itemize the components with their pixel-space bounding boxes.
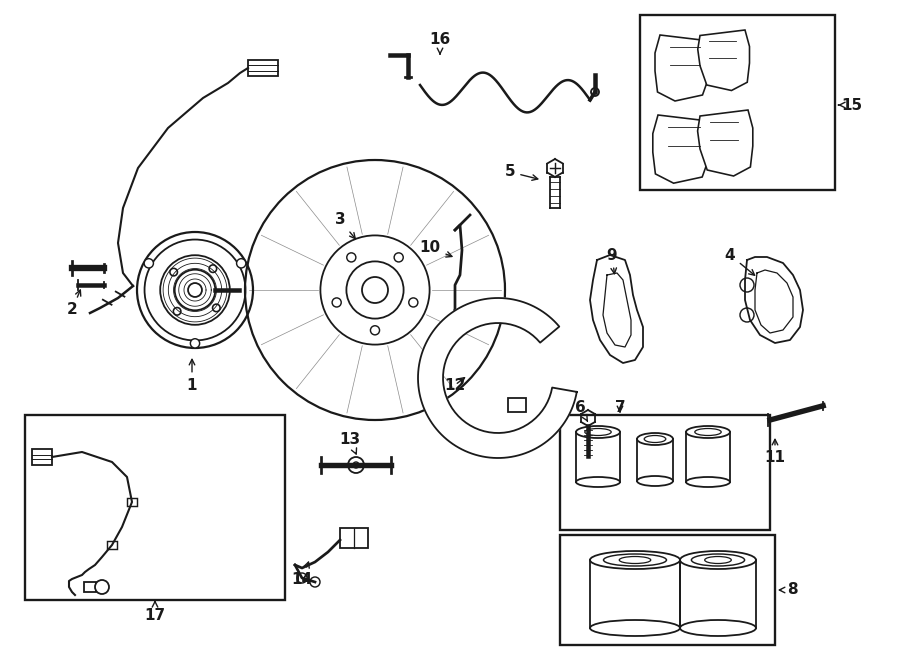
Circle shape: [191, 338, 200, 348]
Bar: [84, 582, 96, 592]
Ellipse shape: [680, 620, 756, 636]
Text: 13: 13: [339, 432, 361, 454]
Circle shape: [144, 258, 153, 268]
Ellipse shape: [686, 477, 730, 487]
Text: 11: 11: [764, 440, 786, 465]
Circle shape: [740, 308, 754, 322]
Text: 2: 2: [67, 290, 81, 317]
Circle shape: [237, 258, 246, 268]
Bar: [107, 541, 117, 549]
Ellipse shape: [691, 554, 744, 566]
Ellipse shape: [619, 557, 651, 563]
Text: 14: 14: [292, 562, 312, 588]
Bar: [508, 398, 526, 412]
Text: 17: 17: [144, 602, 166, 623]
Text: 5: 5: [505, 165, 538, 180]
Ellipse shape: [637, 433, 673, 445]
Ellipse shape: [590, 551, 680, 569]
Ellipse shape: [705, 557, 732, 563]
Ellipse shape: [576, 477, 620, 487]
Ellipse shape: [585, 428, 611, 436]
Bar: [640, 15, 835, 190]
Circle shape: [591, 88, 599, 96]
Text: 10: 10: [419, 241, 452, 257]
Text: 9: 9: [607, 247, 617, 274]
Ellipse shape: [604, 554, 667, 566]
Bar: [25, 415, 285, 600]
Text: 16: 16: [429, 32, 451, 54]
Text: 12: 12: [445, 377, 465, 393]
Bar: [127, 498, 137, 506]
Circle shape: [740, 278, 754, 292]
Ellipse shape: [637, 476, 673, 486]
Ellipse shape: [590, 620, 680, 636]
Text: 8: 8: [779, 582, 797, 598]
Bar: [340, 528, 368, 548]
Text: 6: 6: [574, 401, 588, 421]
Bar: [248, 60, 278, 76]
Polygon shape: [698, 110, 752, 176]
Circle shape: [297, 573, 307, 583]
Text: 3: 3: [335, 212, 356, 239]
Circle shape: [348, 457, 364, 473]
Bar: [560, 535, 775, 645]
Ellipse shape: [576, 426, 620, 438]
Ellipse shape: [686, 426, 730, 438]
Ellipse shape: [644, 436, 666, 442]
Bar: [32, 449, 52, 465]
Bar: [560, 415, 770, 530]
Text: 4: 4: [724, 247, 755, 275]
Polygon shape: [655, 35, 713, 101]
Text: 7: 7: [615, 401, 626, 416]
Text: 15: 15: [839, 98, 862, 112]
Circle shape: [95, 580, 109, 594]
Circle shape: [310, 577, 320, 587]
Ellipse shape: [680, 551, 756, 569]
Polygon shape: [698, 30, 750, 91]
Ellipse shape: [695, 428, 721, 436]
Text: 1: 1: [187, 360, 197, 393]
Polygon shape: [418, 298, 577, 458]
Polygon shape: [652, 115, 713, 183]
